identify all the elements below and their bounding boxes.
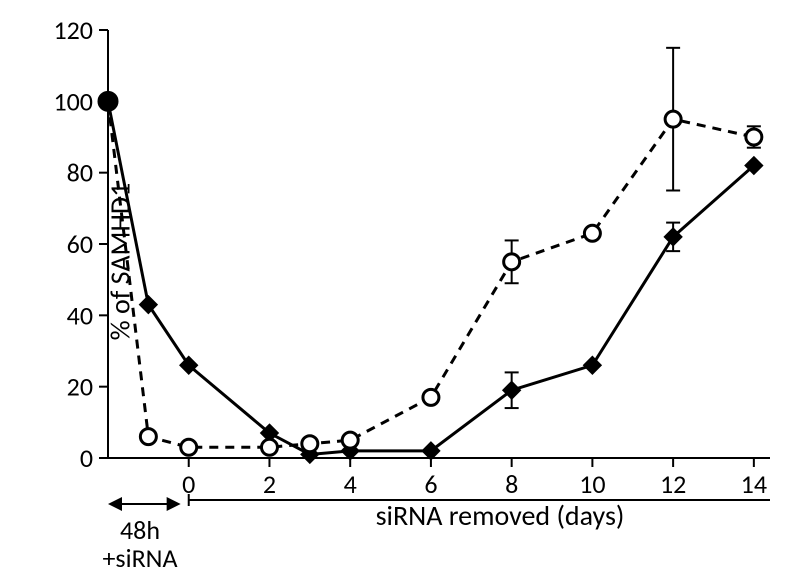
marker-open-circle [342,432,358,448]
marker-open-circle [665,111,681,127]
marker-open-circle [302,436,318,452]
y-tick-label: 120 [53,14,93,46]
marker-open-circle [181,439,197,455]
y-tick-label: 60 [67,228,93,260]
marker-open-circle [504,254,520,270]
x-tick-label: 2 [263,468,276,500]
marker-open-circle [423,389,439,405]
chart-figure: 02040608010012002468101214 % of SAMHD1 s… [0,0,796,568]
marker-open-circle [261,439,277,455]
x-tick-label: 8 [505,468,518,500]
axes: 02040608010012002468101214 [53,14,770,500]
y-tick-label: 80 [67,157,93,189]
chart-svg: 02040608010012002468101214 [0,0,796,568]
series-group [98,48,763,464]
x-tick-label: 10 [579,468,605,500]
x-tick-label: 6 [424,468,437,500]
y-tick-label: 40 [67,299,93,331]
y-tick-label: 100 [53,85,93,117]
marker-open-circle [746,129,762,145]
marker-diamond [139,296,157,314]
y-tick-label: 20 [67,371,93,403]
origin-marker [98,91,118,111]
x-tick-label: 4 [344,468,357,500]
marker-diamond [583,356,601,374]
x-tick-label: 14 [741,468,767,500]
marker-open-circle [140,429,156,445]
y-tick-label: 0 [80,442,93,474]
marker-open-circle [584,225,600,241]
x-tick-label: 12 [660,468,686,500]
